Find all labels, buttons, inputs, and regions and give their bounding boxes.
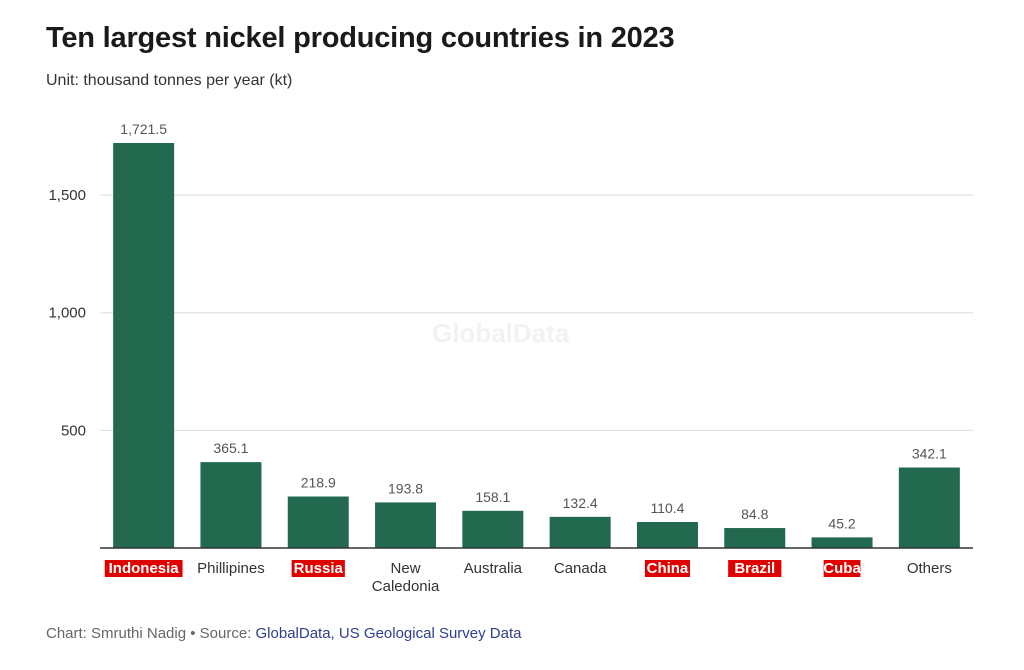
x-tick-label: New xyxy=(391,560,421,577)
x-tick-label: Caledonia xyxy=(372,578,440,595)
data-label: 132.4 xyxy=(563,495,598,511)
data-label: 342.1 xyxy=(912,446,947,462)
category-highlight xyxy=(104,560,183,577)
chart-footer: Chart: Smruthi Nadig • Source: GlobalDat… xyxy=(46,625,521,642)
chart-title: Ten largest nickel producing countries i… xyxy=(46,22,675,54)
data-label: 110.4 xyxy=(650,500,684,516)
x-tick-label: Others xyxy=(907,560,952,577)
x-tick-label: Canada xyxy=(554,560,607,577)
x-tick-label: Russia xyxy=(294,560,344,577)
bar-chart: 500 1,000 1,500 1,721.5 365.1 218.9 193.8 158.… xyxy=(48,121,973,595)
gridlines xyxy=(100,194,973,431)
x-tick-label: Brazil xyxy=(734,560,775,577)
category-highlight xyxy=(291,560,345,577)
x-tick-label: Indonesia xyxy=(109,560,180,577)
bars xyxy=(113,143,960,548)
x-tick-label: Cuba xyxy=(823,560,861,577)
y-tick-label: 500 xyxy=(61,422,86,439)
bar xyxy=(200,462,262,548)
bar xyxy=(724,528,786,548)
bar xyxy=(375,502,437,548)
bar xyxy=(549,516,611,548)
watermark: GlobalData xyxy=(432,318,570,348)
source-link[interactable]: GlobalData, US Geological Survey Data xyxy=(255,625,522,642)
bar xyxy=(462,510,524,548)
data-label: 218.9 xyxy=(301,475,336,491)
data-label: 45.2 xyxy=(828,515,855,531)
data-label: 365.1 xyxy=(213,440,248,456)
y-axis-ticks: 500 1,000 1,500 xyxy=(48,187,86,439)
data-label: 193.8 xyxy=(388,480,423,496)
data-label: 1,721.5 xyxy=(120,121,167,137)
y-tick-label: 1,500 xyxy=(48,187,86,204)
bar xyxy=(113,143,175,548)
bar xyxy=(811,537,873,548)
bar xyxy=(636,522,698,548)
chart-subtitle: Unit: thousand tonnes per year (kt) xyxy=(46,72,293,89)
x-tick-label: Australia xyxy=(464,560,523,577)
bar xyxy=(898,467,960,548)
category-highlight xyxy=(644,560,690,577)
x-tick-label: Phillipines xyxy=(197,560,265,577)
footer-credit: Chart: Smruthi Nadig • Source: xyxy=(46,625,256,642)
category-highlight xyxy=(823,560,861,577)
y-tick-label: 1,000 xyxy=(48,305,86,322)
data-label: 158.1 xyxy=(475,489,510,505)
bar xyxy=(287,496,349,548)
x-tick-label: China xyxy=(647,560,689,577)
category-highlight xyxy=(728,560,782,577)
value-labels: 1,721.5 365.1 218.9 193.8 158.1 132.4 110.4 84.… xyxy=(120,121,947,531)
data-label: 84.8 xyxy=(741,506,768,522)
